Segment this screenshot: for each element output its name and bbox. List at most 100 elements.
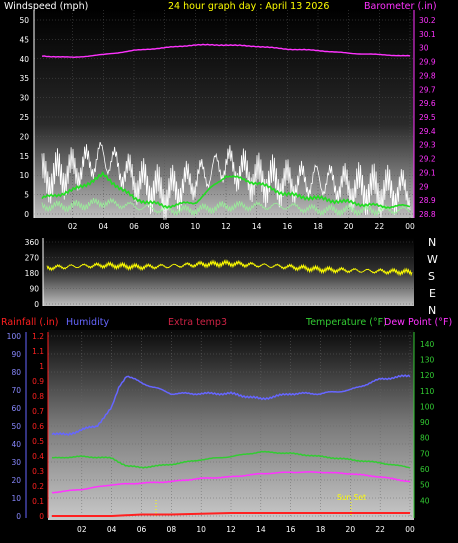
climate-x-tick-label: 00 xyxy=(405,525,415,534)
temperature-tick-label: 40 xyxy=(420,496,430,505)
climate-x-tick-label: 12 xyxy=(226,525,236,534)
rain-tick-label: 1 xyxy=(39,362,44,371)
windspeed-label: Windspeed (mph) xyxy=(4,1,88,12)
temperature-tick-label: 50 xyxy=(420,481,430,490)
climate-x-tick-label: 20 xyxy=(346,525,356,534)
wind-direction-series xyxy=(46,258,413,277)
humidity-tick-label: 70 xyxy=(11,386,21,395)
barometer-tick-label: 29.4 xyxy=(419,127,436,136)
barometer-tick-label: 29.3 xyxy=(419,141,436,150)
wind-x-tick-label: 08 xyxy=(160,222,170,231)
temperature-tick-label: 80 xyxy=(420,434,430,443)
barometer-tick-label: 29 xyxy=(419,182,429,191)
climate-x-tick-label: 08 xyxy=(167,525,177,534)
temperature-label: Temperature (°F) xyxy=(305,317,387,328)
wind-gust-series xyxy=(41,141,411,220)
wind-x-tick-label: 00 xyxy=(405,222,415,231)
wind-tick-label: 0 xyxy=(24,210,29,219)
wind-x-tick-label: 18 xyxy=(313,222,323,231)
compass-e: E xyxy=(429,287,436,300)
compass-w: W xyxy=(427,253,438,266)
rain-tick-label: 0.3 xyxy=(32,467,44,476)
dew-point-label: Dew Point (°F) xyxy=(384,317,452,328)
barometer-tick-label: 29.1 xyxy=(419,168,436,177)
wind-tick-label: 15 xyxy=(19,152,29,161)
wind-tick-label: 45 xyxy=(19,35,29,44)
rainfall-label: Rainfall (.in) xyxy=(1,317,58,328)
barometer-tick-label: 30 xyxy=(419,44,429,53)
barometer-tick-label: 29.9 xyxy=(419,58,436,67)
direction-tick-label: 270 xyxy=(25,254,40,263)
barometer-tick-label: 29.2 xyxy=(419,155,436,164)
rain-tick-label: 0.2 xyxy=(32,482,44,491)
wind-tick-label: 20 xyxy=(19,132,29,141)
barometer-tick-label: 29.7 xyxy=(419,85,436,94)
rain-tick-label: 0.5 xyxy=(32,437,44,446)
temperature-tick-label: 70 xyxy=(420,449,430,458)
wind-x-tick-label: 12 xyxy=(221,222,231,231)
rain-tick-label: 0.4 xyxy=(32,452,44,461)
rain-tick-label: 1.1 xyxy=(32,347,44,356)
wind-x-tick-label: 22 xyxy=(375,222,385,231)
barometer-tick-label: 28.9 xyxy=(419,196,436,205)
barometer-tick-label: 30.1 xyxy=(419,30,436,39)
sunset-label: Sun Set xyxy=(337,493,366,502)
humidity-tick-label: 0 xyxy=(16,512,21,521)
wind-tick-label: 35 xyxy=(19,74,29,83)
humidity-tick-label: 20 xyxy=(11,476,21,485)
humidity-tick-label: 90 xyxy=(11,350,21,359)
compass-n-bottom: N xyxy=(428,304,436,317)
rain-tick-label: 0.8 xyxy=(32,392,44,401)
rain-tick-label: 0.6 xyxy=(32,422,44,431)
direction-tick-label: 90 xyxy=(29,285,39,294)
wind-x-tick-label: 14 xyxy=(252,222,262,231)
extra-temp-label: Extra temp3 xyxy=(168,317,227,328)
wind-tick-label: 40 xyxy=(19,55,29,64)
dew-point-series xyxy=(51,471,411,494)
rain-tick-label: 1.2 xyxy=(32,332,44,341)
rain-tick-label: 0.9 xyxy=(32,377,44,386)
humidity-tick-label: 40 xyxy=(11,440,21,449)
climate-x-tick-label: 14 xyxy=(256,525,266,534)
climate-x-tick-label: 06 xyxy=(137,525,147,534)
climate-x-tick-label: 18 xyxy=(316,525,326,534)
humidity-label: Humidity xyxy=(66,317,109,328)
rain-tick-label: 0.7 xyxy=(32,407,44,416)
barometer-tick-label: 29.6 xyxy=(419,99,436,108)
temperature-series xyxy=(51,450,411,469)
climate-x-tick-label: 16 xyxy=(286,525,296,534)
direction-panel-bg xyxy=(43,238,414,306)
climate-x-tick-label: 22 xyxy=(375,525,385,534)
barometer-tick-label: 29.8 xyxy=(419,71,436,80)
barometer-label: Barometer (.in) xyxy=(364,1,437,12)
compass-n-top: N xyxy=(428,236,436,249)
barometer-tick-label: 28.8 xyxy=(419,210,436,219)
humidity-tick-label: 100 xyxy=(7,332,22,341)
humidity-series xyxy=(51,374,411,436)
wind-tick-label: 50 xyxy=(19,16,29,25)
rain-tick-label: 0.1 xyxy=(32,497,44,506)
climate-x-tick-label: 10 xyxy=(196,525,206,534)
wind-panel-bg xyxy=(34,10,414,218)
direction-tick-label: 360 xyxy=(25,238,40,247)
barometer-series xyxy=(41,43,411,59)
wind-low-series xyxy=(41,197,411,217)
wind-tick-label: 25 xyxy=(19,113,29,122)
humidity-tick-label: 50 xyxy=(11,422,21,431)
temperature-tick-label: 120 xyxy=(420,371,435,380)
climate-x-tick-label: 02 xyxy=(77,525,87,534)
wind-tick-label: 5 xyxy=(24,191,29,200)
wind-tick-label: 10 xyxy=(19,171,29,180)
rain-tick-label: 0 xyxy=(39,512,44,521)
direction-tick-label: 180 xyxy=(25,269,40,278)
wind-tick-label: 30 xyxy=(19,94,29,103)
humidity-tick-label: 80 xyxy=(11,368,21,377)
wind-x-tick-label: 20 xyxy=(344,222,354,231)
wind-x-tick-label: 04 xyxy=(99,222,109,231)
direction-tick-label: 0 xyxy=(34,300,39,309)
temperature-tick-label: 60 xyxy=(420,465,430,474)
graph-title: 24 hour graph day : April 13 2026 xyxy=(168,1,329,12)
compass-s: S xyxy=(428,270,435,283)
